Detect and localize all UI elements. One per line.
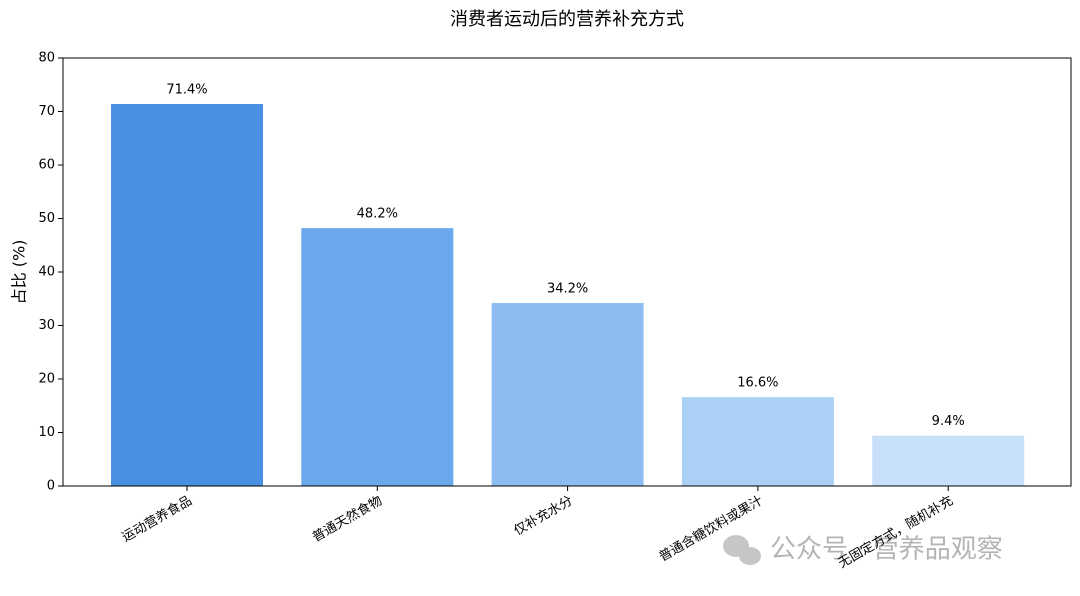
value-label: 16.6% xyxy=(737,376,778,391)
y-axis-label: 占比 (%) xyxy=(10,240,29,305)
y-tick-label: 40 xyxy=(38,265,55,280)
plot-frame xyxy=(62,57,1072,487)
bar xyxy=(301,228,454,486)
y-tick-label: 80 xyxy=(38,51,55,66)
bar xyxy=(111,104,263,486)
value-label: 71.4% xyxy=(166,83,207,98)
y-tick-label: 10 xyxy=(38,425,55,440)
bar xyxy=(491,303,644,486)
y-tick-label: 70 xyxy=(38,104,55,119)
bar xyxy=(681,397,834,486)
chart-title: 消费者运动后的营养补充方式 xyxy=(450,9,684,30)
watermark-icon xyxy=(739,547,761,565)
watermark: 公众号 · 营养品观察 xyxy=(723,535,1003,565)
bar xyxy=(872,435,1025,486)
value-label: 34.2% xyxy=(547,282,588,297)
watermark-text: 公众号 · 营养品观察 xyxy=(770,535,1003,565)
value-label: 48.2% xyxy=(357,207,398,222)
y-tick-label: 30 xyxy=(38,318,55,333)
y-tick-label: 60 xyxy=(38,158,55,173)
y-tick-label: 50 xyxy=(38,211,55,226)
y-tick-label: 20 xyxy=(38,372,55,387)
y-tick-label: 0 xyxy=(47,479,55,494)
value-label: 9.4% xyxy=(932,414,965,429)
